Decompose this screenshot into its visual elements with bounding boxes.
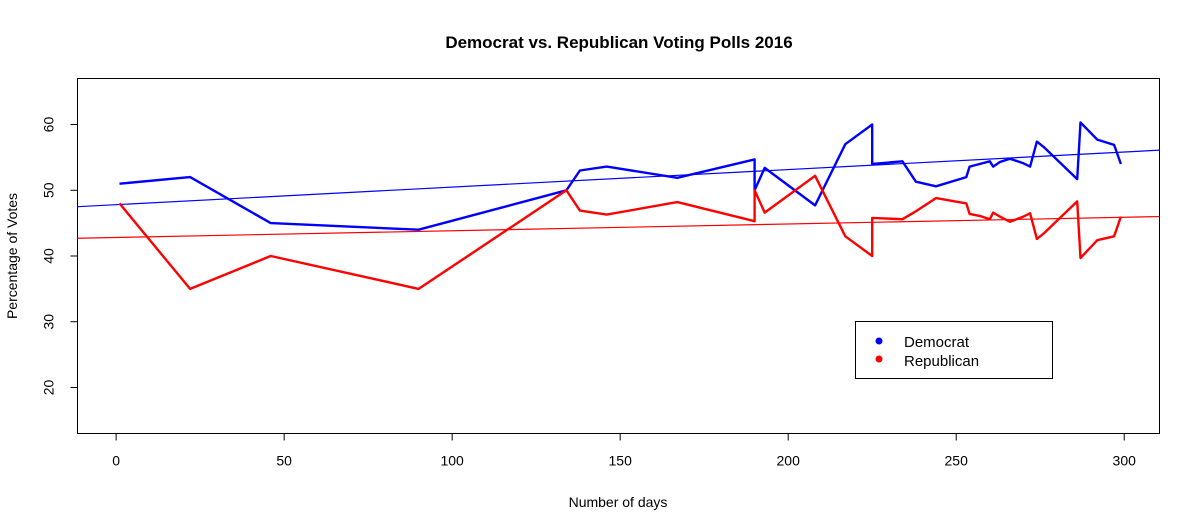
- legend-box: [855, 321, 1053, 379]
- x-tick-label: 100: [440, 453, 464, 469]
- x-axis: 0 50 100 150 200 250 300: [112, 433, 1137, 469]
- y-tick-label: 30: [41, 314, 57, 330]
- series-line-republican: [118, 174, 1123, 291]
- series-line-democrat: [119, 121, 1123, 231]
- x-tick-label: 50: [276, 453, 292, 469]
- y-axis-label: Percentage of Votes: [4, 193, 20, 319]
- chart-title: Democrat vs. Republican Voting Polls 201…: [445, 33, 792, 52]
- series-lines: [118, 121, 1123, 291]
- x-tick-label: 300: [1113, 453, 1137, 469]
- y-tick-label: 50: [41, 182, 57, 198]
- trendline-republican: [77, 215, 1160, 239]
- y-axis: 20 30 40 50 60: [41, 117, 78, 395]
- trendline-democrat: [77, 149, 1160, 208]
- x-axis-label: Number of days: [569, 494, 668, 510]
- legend-marker-democrat: [875, 337, 883, 345]
- legend: Democrat Republican: [855, 321, 1053, 379]
- x-tick-label: 250: [945, 453, 969, 469]
- y-tick-label: 20: [41, 379, 57, 395]
- legend-label-democrat: Democrat: [904, 334, 970, 351]
- y-tick-label: 60: [41, 117, 57, 133]
- plot-frame: [77, 78, 1160, 434]
- x-tick-label: 150: [609, 453, 633, 469]
- legend-label-republican: Republican: [904, 353, 979, 370]
- x-tick-label: 0: [112, 453, 120, 469]
- x-tick-label: 200: [777, 453, 801, 469]
- legend-marker-republican: [875, 355, 883, 363]
- y-tick-label: 40: [41, 248, 57, 264]
- trendlines: [77, 149, 1160, 239]
